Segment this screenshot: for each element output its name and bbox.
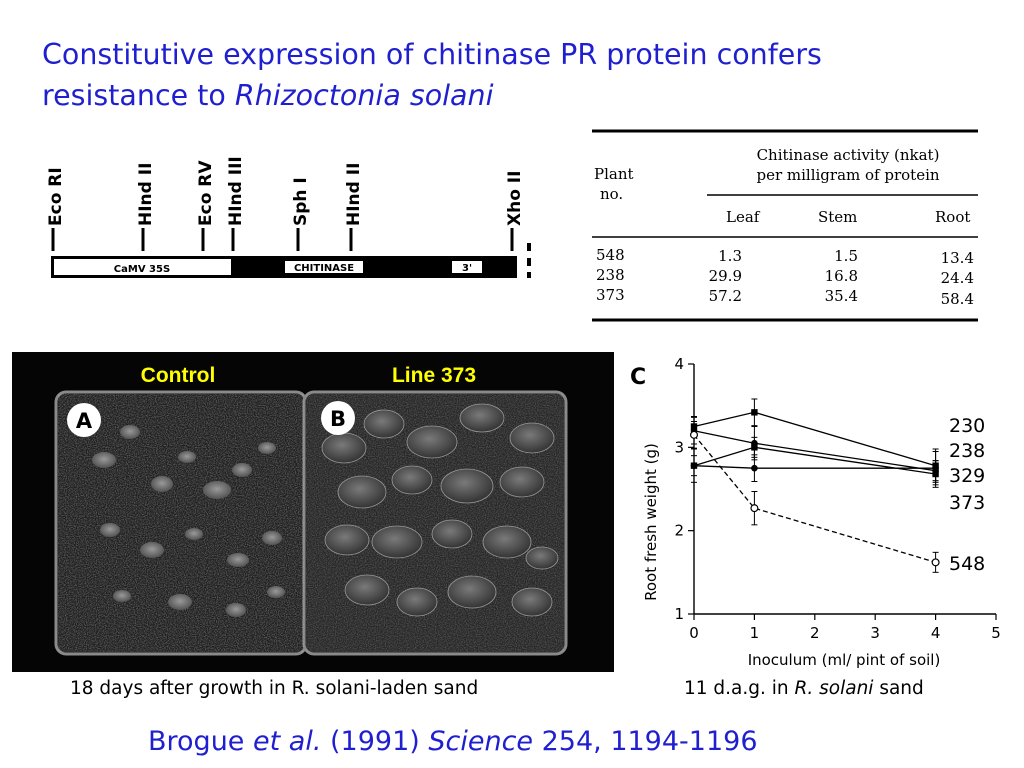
chart-x-tick-label: 2 xyxy=(810,624,820,642)
construct-map: Eco RI HInd II Eco RV HInd III Sph I HIn… xyxy=(46,156,531,278)
svg-text:57.2: 57.2 xyxy=(709,287,742,305)
photo-caption: 18 days after growth in R. solani-laden … xyxy=(70,678,479,699)
label-control: Control xyxy=(141,364,216,387)
site-xho-ii: Xho II xyxy=(505,171,525,251)
chart-point-548 xyxy=(931,558,940,567)
chart-series-line-373 xyxy=(693,465,936,469)
site-sph-i: Sph I xyxy=(291,177,311,251)
chart-series-line-329 xyxy=(693,446,936,475)
chart-point-548 xyxy=(750,504,759,513)
table-row: 373 57.2 35.4 58.4 xyxy=(596,286,974,308)
site-hind-ii-2: HInd II xyxy=(344,163,364,251)
chart-series-line-238 xyxy=(693,430,936,472)
segment-chitinase-label: CHITINASE xyxy=(294,263,354,274)
site-label: HInd II xyxy=(136,163,156,226)
label-line-373: Line 373 xyxy=(392,364,476,387)
panel-a-letter: A xyxy=(76,409,93,433)
svg-text:24.4: 24.4 xyxy=(941,269,974,287)
chart-series-label-230: 230 xyxy=(949,415,985,437)
site-hind-ii-1: HInd II xyxy=(136,163,156,251)
panel-b-letter: B xyxy=(330,407,346,431)
site-eco-ri: Eco RI xyxy=(46,167,66,251)
chart-point-329 xyxy=(751,444,758,451)
site-label: HInd II xyxy=(344,163,364,226)
chart-y-tick-label: 2 xyxy=(674,522,684,540)
control-seedlings xyxy=(92,425,285,617)
chart-x-tick-label: 5 xyxy=(991,624,1001,642)
pathogen-name: Rhizoctonia solani xyxy=(234,79,494,112)
svg-text:35.4: 35.4 xyxy=(825,287,858,305)
svg-text:373: 373 xyxy=(596,286,625,304)
chart-panel-letter: C xyxy=(630,365,646,390)
chart-series-label-548: 548 xyxy=(949,553,985,575)
segment-camv-label: CaMV 35S xyxy=(114,264,170,275)
chart-y-tick-label: 1 xyxy=(674,605,684,623)
site-label: Sph I xyxy=(291,177,311,226)
chart-point-373 xyxy=(751,464,758,472)
chart-series-label-329: 329 xyxy=(949,465,985,487)
chart-xlabel: Inoculum (ml/ pint of soil) xyxy=(748,651,941,669)
chart-y-tick-label: 3 xyxy=(674,438,684,456)
svg-text:13.4: 13.4 xyxy=(941,249,974,267)
plant-photo: A B Control Line 373 xyxy=(12,352,614,672)
table-col-stem: Stem xyxy=(818,208,857,226)
chart-y-tick-label: 4 xyxy=(674,355,684,373)
chart-series-line-548 xyxy=(693,434,936,563)
site-hind-iii: HInd III xyxy=(226,156,246,251)
chart-point-548 xyxy=(689,430,698,439)
chart-x-tick-label: 1 xyxy=(750,624,760,642)
segment-3prime-box xyxy=(452,261,482,273)
chart-series-line-230 xyxy=(693,411,936,467)
segment-3prime-label: 3' xyxy=(462,263,472,274)
panel-a-badge: A xyxy=(67,403,101,437)
table-group-header-2: per milligram of protein xyxy=(756,166,939,184)
svg-text:1.3: 1.3 xyxy=(718,247,742,265)
svg-text:29.9: 29.9 xyxy=(709,267,742,285)
chart-x-tick-label: 4 xyxy=(931,624,941,642)
title-line-1: Constitutive expression of chitinase PR … xyxy=(42,38,822,71)
svg-text:16.8: 16.8 xyxy=(825,267,858,285)
chart-point-373 xyxy=(932,464,939,472)
svg-text:238: 238 xyxy=(596,266,625,284)
chart-series-label-373: 373 xyxy=(949,492,985,514)
segment-camv-35s xyxy=(54,259,231,275)
site-label: Eco RV xyxy=(196,160,216,226)
title-line-2: resistance to Rhizoctonia solani xyxy=(42,79,494,112)
chart-ylabel: Root fresh weight (g) xyxy=(642,443,660,601)
table-header-no: no. xyxy=(600,185,623,203)
chart-point-373 xyxy=(690,462,698,469)
chart-series-label-238: 238 xyxy=(949,440,985,462)
chart-point-230 xyxy=(751,409,758,416)
site-label: HInd III xyxy=(226,156,246,226)
chart-x-tick-label: 0 xyxy=(689,624,699,642)
slide-title: Constitutive expression of chitinase PR … xyxy=(42,34,972,116)
table-col-root: Root xyxy=(935,208,970,226)
table-header-plant: Plant xyxy=(594,165,634,183)
svg-text:1.5: 1.5 xyxy=(834,247,858,265)
table-col-leaf: Leaf xyxy=(726,208,761,226)
site-label: Xho II xyxy=(505,171,525,226)
table-group-header-1: Chitinase activity (nkat) xyxy=(757,146,940,164)
segment-chitinase-box xyxy=(285,261,363,273)
chart-caption: 11 d.a.g. in R. solani sand xyxy=(684,678,924,699)
svg-text:548: 548 xyxy=(596,246,625,264)
site-label: Eco RI xyxy=(46,167,66,226)
site-eco-rv: Eco RV xyxy=(196,160,216,251)
chart-series-labels: 230 238 329 373 548 xyxy=(949,415,985,575)
svg-text:58.4: 58.4 xyxy=(941,290,974,308)
table-row: 238 29.9 16.8 24.4 xyxy=(596,266,974,287)
line-373-plants xyxy=(321,403,559,617)
citation: Brogue et al. (1991) Science 254, 1194-1… xyxy=(148,726,758,757)
chitinase-table: Plant no. Chitinase activity (nkat) per … xyxy=(592,129,978,322)
panel-b-badge: B xyxy=(321,401,355,435)
table-row: 548 1.3 1.5 13.4 xyxy=(596,246,974,267)
chart-x-tick-label: 3 xyxy=(870,624,880,642)
